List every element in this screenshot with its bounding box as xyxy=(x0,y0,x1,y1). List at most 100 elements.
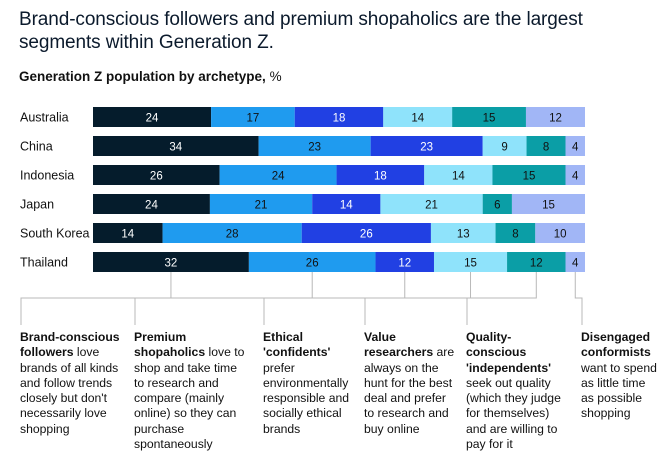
data-label-china-quality-conscious-independents: 8 xyxy=(543,141,549,153)
data-label-indonesia-quality-conscious-independents: 15 xyxy=(523,170,536,182)
bar-china-brand-conscious-followers xyxy=(93,136,259,156)
bar-indonesia-disengaged-conformists xyxy=(565,165,585,185)
connector-premium-shopaholics xyxy=(134,272,313,325)
data-label-australia-premium-shopaholics: 17 xyxy=(247,112,260,124)
legend-item-value-researchers: Value researchers are always on the hunt… xyxy=(364,330,456,437)
connector-value-researchers xyxy=(364,272,472,325)
bar-thailand-ethical-confidents xyxy=(375,252,434,272)
bar-japan-value-researchers xyxy=(380,194,483,214)
bar-thailand-disengaged-conformists xyxy=(565,252,585,272)
bar-china-premium-shopaholics xyxy=(258,136,371,156)
category-label-indonesia: Indonesia xyxy=(20,169,74,183)
data-label-china-disengaged-conformists: 4 xyxy=(572,141,579,153)
legend-description: prefer environmentally responsible and s… xyxy=(263,360,350,436)
data-label-china-premium-shopaholics: 23 xyxy=(308,141,321,153)
bar-china-disengaged-conformists xyxy=(565,136,585,156)
bar-china-ethical-confidents xyxy=(370,136,483,156)
data-label-china-value-researchers: 9 xyxy=(501,141,507,153)
legend-description: seek out quality (which they judge for t… xyxy=(466,375,561,452)
data-label-japan-ethical-confidents: 14 xyxy=(340,199,353,211)
legend-label: Brand-conscious followers xyxy=(20,330,120,360)
legend-item-disengaged-conformists: Disengaged conformists want to spend as … xyxy=(581,330,657,422)
chart-subtitle: Generation Z population by archetype, % xyxy=(19,69,282,84)
bar-china-value-researchers xyxy=(482,136,527,156)
bar-south-korea-quality-conscious-independents xyxy=(495,223,536,243)
data-label-thailand-brand-conscious-followers: 32 xyxy=(165,257,178,269)
bar-australia-quality-conscious-independents xyxy=(452,107,526,127)
connector-ethical-confidents xyxy=(263,272,406,325)
data-label-thailand-ethical-confidents: 12 xyxy=(398,257,411,269)
category-label-china: China xyxy=(20,140,53,154)
legend-label: Value researchers xyxy=(364,330,434,360)
data-label-south-korea-disengaged-conformists: 10 xyxy=(554,228,567,240)
bar-japan-premium-shopaholics xyxy=(209,194,313,214)
legend-label: Premium shopaholics xyxy=(134,330,206,360)
bar-indonesia-brand-conscious-followers xyxy=(93,165,220,185)
legend-item-ethical-confidents: Ethical 'confidents' prefer environmenta… xyxy=(263,330,351,437)
bar-australia-premium-shopaholics xyxy=(211,107,295,127)
legend-description: want to spend as little time as possible… xyxy=(581,360,657,421)
bar-south-korea-brand-conscious-followers xyxy=(93,223,163,243)
data-label-indonesia-value-researchers: 14 xyxy=(452,170,465,182)
data-label-thailand-disengaged-conformists: 4 xyxy=(572,257,579,269)
bar-south-korea-premium-shopaholics xyxy=(162,223,302,243)
data-label-australia-ethical-confidents: 18 xyxy=(333,112,346,124)
bar-south-korea-ethical-confidents xyxy=(301,223,431,243)
data-label-australia-value-researchers: 14 xyxy=(411,112,424,124)
bar-south-korea-disengaged-conformists xyxy=(535,223,585,243)
page-title: Brand-conscious followers and premium sh… xyxy=(19,9,583,53)
data-label-indonesia-premium-shopaholics: 24 xyxy=(272,170,285,182)
bar-japan-quality-conscious-independents xyxy=(482,194,512,214)
bar-south-korea-value-researchers xyxy=(430,223,496,243)
legend-item-premium-shopaholics: Premium shopaholics love to shop and tak… xyxy=(134,330,250,452)
legend-item-quality-conscious: Quality-conscious 'independents' seek ou… xyxy=(466,330,570,452)
data-label-china-brand-conscious-followers: 34 xyxy=(169,141,182,153)
data-label-indonesia-ethical-confidents: 18 xyxy=(374,170,387,182)
bar-thailand-quality-conscious-independents xyxy=(507,252,566,272)
data-label-japan-premium-shopaholics: 21 xyxy=(255,199,268,211)
bar-indonesia-premium-shopaholics xyxy=(219,165,337,185)
legend-label: Disengaged conformists xyxy=(581,330,651,360)
data-label-thailand-premium-shopaholics: 26 xyxy=(306,257,319,269)
data-label-japan-quality-conscious-independents: 6 xyxy=(494,199,500,211)
data-label-south-korea-value-researchers: 13 xyxy=(457,228,470,240)
bar-china-quality-conscious-independents xyxy=(526,136,566,156)
bar-indonesia-ethical-confidents xyxy=(336,165,425,185)
legend-description: love to shop and take time to research a… xyxy=(134,345,245,452)
data-label-south-korea-quality-conscious-independents: 8 xyxy=(512,228,518,240)
data-label-thailand-value-researchers: 15 xyxy=(464,257,477,269)
stacked-bar-chart: Australia 24 17 18 14 15 12 China 34 23 23 9 8 4 Indon… xyxy=(20,107,585,325)
data-label-indonesia-disengaged-conformists: 4 xyxy=(572,170,579,182)
bar-australia-disengaged-conformists xyxy=(525,107,585,127)
data-label-south-korea-premium-shopaholics: 28 xyxy=(226,228,239,240)
data-label-australia-disengaged-conformists: 12 xyxy=(549,112,562,124)
bar-australia-ethical-confidents xyxy=(294,107,384,127)
category-label-south-korea: South Korea xyxy=(20,227,90,241)
legend-description: love brands of all kinds and follow tren… xyxy=(20,345,119,436)
data-label-south-korea-ethical-confidents: 26 xyxy=(360,228,373,240)
data-label-australia-brand-conscious-followers: 24 xyxy=(146,112,159,124)
connector-quality-conscious-independents xyxy=(466,272,537,325)
bar-japan-disengaged-conformists xyxy=(511,194,585,214)
data-label-japan-brand-conscious-followers: 24 xyxy=(145,199,158,211)
bar-japan-brand-conscious-followers xyxy=(93,194,210,214)
bar-indonesia-value-researchers xyxy=(424,165,493,185)
data-label-australia-quality-conscious-independents: 15 xyxy=(483,112,496,124)
data-label-south-korea-brand-conscious-followers: 14 xyxy=(121,228,134,240)
legend-label: Quality-conscious 'independents' xyxy=(466,330,552,375)
bar-japan-ethical-confidents xyxy=(312,194,381,214)
legend-description: are always on the hunt for the best deal… xyxy=(364,345,455,436)
bar-thailand-value-researchers xyxy=(433,252,508,272)
legend-label: Ethical 'confidents' xyxy=(263,330,331,360)
bar-thailand-premium-shopaholics xyxy=(248,252,376,272)
category-label-thailand: Thailand xyxy=(20,256,68,270)
data-label-japan-disengaged-conformists: 15 xyxy=(542,199,555,211)
chart-unit: % xyxy=(269,69,282,84)
bar-thailand-brand-conscious-followers xyxy=(93,252,249,272)
bar-australia-brand-conscious-followers xyxy=(93,107,212,127)
chart-subtitle-text: Generation Z population by archetype, xyxy=(19,69,266,84)
data-label-indonesia-brand-conscious-followers: 26 xyxy=(150,170,163,182)
legend-item-brand-conscious: Brand-conscious followers love brands of… xyxy=(20,330,122,437)
category-label-australia: Australia xyxy=(20,111,69,125)
bar-australia-value-researchers xyxy=(383,107,453,127)
